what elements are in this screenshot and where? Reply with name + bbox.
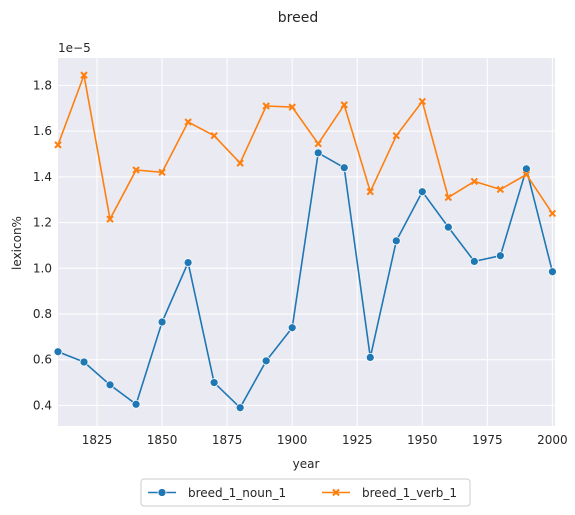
data-point xyxy=(157,317,167,327)
data-point xyxy=(443,222,453,232)
chart-title: breed xyxy=(278,10,318,26)
data-point xyxy=(496,185,505,194)
x-tick-label: 1900 xyxy=(277,433,308,447)
data-point xyxy=(209,378,219,387)
legend-label-verb: breed_1_verb_1 xyxy=(362,486,457,500)
series-1 xyxy=(53,148,557,413)
data-point xyxy=(288,103,296,111)
data-point xyxy=(417,187,427,197)
data-point xyxy=(80,71,88,79)
y-tick-labels: 0.4 0.6 0.8 1.0 1.2 1.4 1.6 1.8 xyxy=(33,78,52,412)
legend-box xyxy=(140,478,471,507)
data-point xyxy=(183,258,193,267)
data-point xyxy=(469,257,479,266)
y-axis-offset-text: 1e−5 xyxy=(58,41,91,55)
data-point xyxy=(54,141,62,149)
data-point xyxy=(106,215,114,223)
y-tick-label: 0.6 xyxy=(33,353,52,367)
data-point xyxy=(262,102,270,110)
series-line xyxy=(57,152,554,409)
data-point xyxy=(210,132,218,140)
y-tick-label: 0.4 xyxy=(33,398,52,412)
y-axis-label: lexicon% xyxy=(10,216,24,270)
legend: breed_1_noun_1 breed_1_verb_1 xyxy=(140,478,471,507)
data-point xyxy=(548,267,557,277)
data-point xyxy=(236,159,244,167)
data-point xyxy=(158,168,166,176)
data-point xyxy=(235,403,245,413)
legend-marker-noun xyxy=(157,488,167,497)
series-line xyxy=(57,74,554,220)
data-point xyxy=(392,132,400,140)
data-point xyxy=(522,170,531,179)
data-point xyxy=(365,353,375,362)
x-tick-label: 1925 xyxy=(342,433,373,447)
data-point xyxy=(261,356,271,366)
grid xyxy=(58,58,555,426)
x-tick-label: 1975 xyxy=(472,433,503,447)
data-point xyxy=(418,97,427,106)
y-tick-label: 1.4 xyxy=(33,170,52,184)
data-point xyxy=(470,177,479,186)
y-tick-label: 0.8 xyxy=(33,307,52,321)
x-tick-label: 1950 xyxy=(407,433,438,447)
x-tick-label: 2000 xyxy=(537,433,568,447)
series xyxy=(53,71,557,413)
data-point xyxy=(314,140,322,148)
y-tick-label: 1.8 xyxy=(33,78,52,92)
data-point xyxy=(132,166,140,174)
data-point xyxy=(79,357,89,367)
data-point xyxy=(444,193,453,202)
plot-area xyxy=(58,58,555,426)
data-point xyxy=(339,163,349,173)
y-tick-label: 1.6 xyxy=(33,124,52,138)
y-tick-label: 1.2 xyxy=(33,216,52,230)
data-point xyxy=(313,148,323,158)
data-point xyxy=(287,323,297,333)
legend-marker-verb xyxy=(332,488,340,497)
series-2 xyxy=(54,71,557,223)
legend-label-noun: breed_1_noun_1 xyxy=(188,486,286,500)
x-tick-label: 1875 xyxy=(212,433,243,447)
data-point xyxy=(184,118,192,126)
data-point xyxy=(366,188,374,196)
x-tick-label: 1825 xyxy=(82,433,113,447)
x-axis-label: year xyxy=(293,457,320,471)
x-tick-labels: 1825 1850 1875 1900 1925 1950 1975 2000 xyxy=(82,433,568,447)
data-point xyxy=(548,209,557,218)
y-tick-label: 1.0 xyxy=(33,261,52,275)
data-point xyxy=(53,347,63,357)
data-point xyxy=(340,101,348,109)
data-point xyxy=(105,380,115,390)
x-tick-label: 1850 xyxy=(147,433,178,447)
data-point xyxy=(495,251,505,261)
data-point xyxy=(131,399,141,409)
data-point xyxy=(522,164,531,174)
data-point xyxy=(391,236,401,246)
